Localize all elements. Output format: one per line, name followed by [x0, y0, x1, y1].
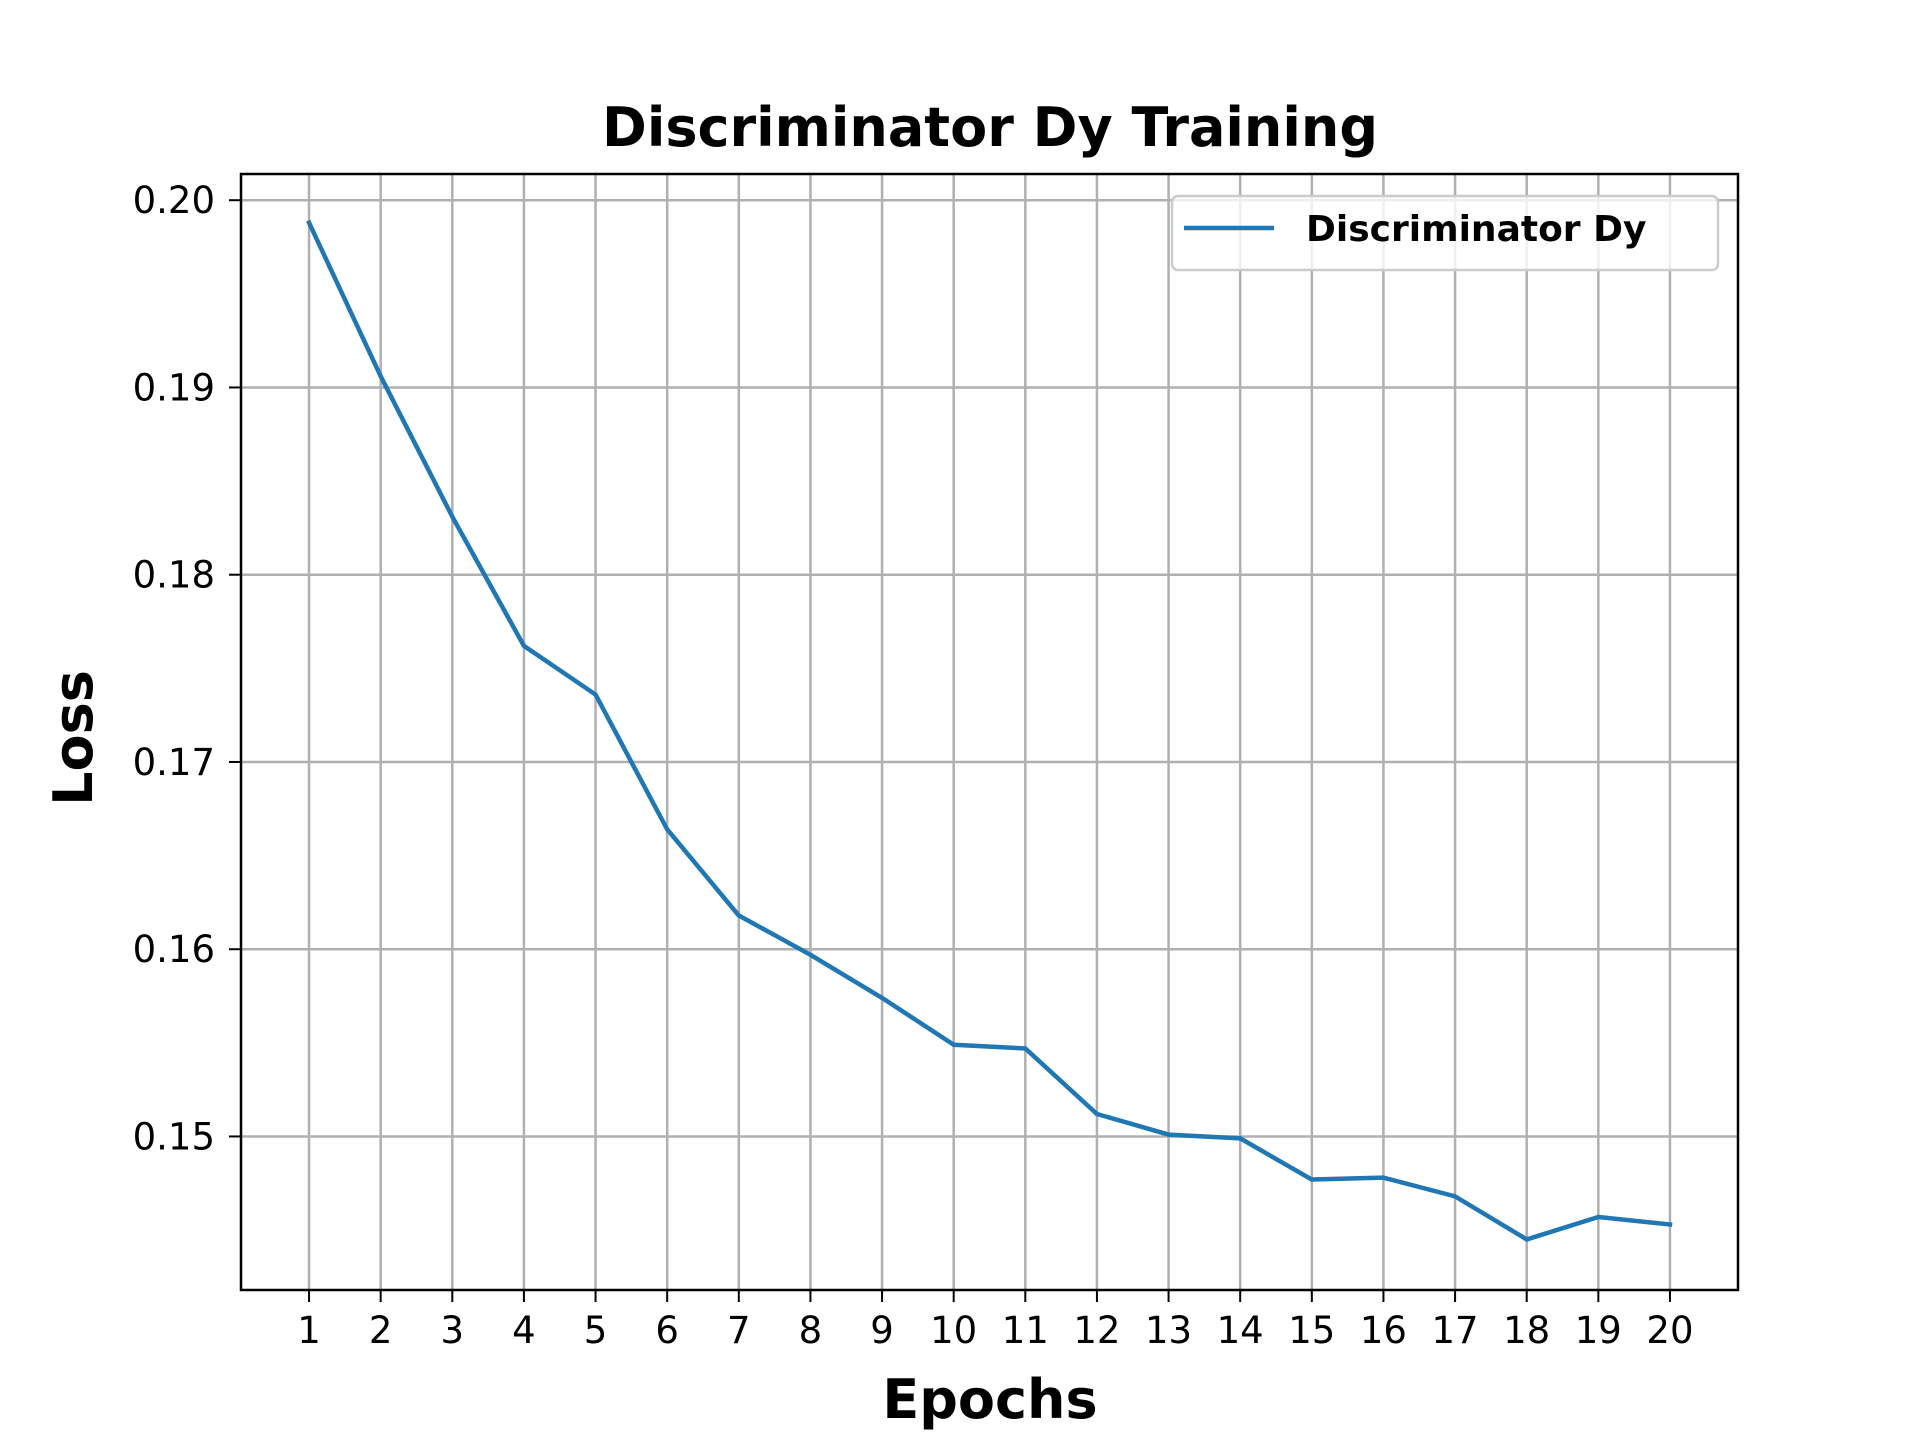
data-point — [664, 827, 670, 832]
x-tick-label: 7 — [727, 1309, 751, 1352]
x-tick-label: 4 — [512, 1309, 536, 1352]
series-layer — [306, 219, 1673, 1242]
y-axis-label: Loss — [42, 670, 105, 806]
data-point — [1667, 1222, 1673, 1227]
series-line — [306, 219, 1673, 1242]
data-point — [879, 995, 885, 1001]
x-tick-label: 2 — [369, 1309, 393, 1352]
x-tick-label: 15 — [1288, 1309, 1335, 1352]
data-point — [951, 1042, 956, 1047]
x-tick-label: 10 — [930, 1309, 977, 1352]
data-point — [1309, 1177, 1315, 1182]
data-point — [306, 220, 312, 225]
y-tick-label: 0.16 — [133, 928, 215, 971]
y-tick-label: 0.19 — [133, 366, 215, 409]
x-tick-label: 6 — [655, 1309, 679, 1352]
x-tick-label: 11 — [1002, 1309, 1049, 1352]
x-tick-label: 17 — [1432, 1309, 1479, 1352]
x-tick-label: 20 — [1646, 1309, 1693, 1352]
data-point — [1023, 1046, 1028, 1051]
data-point — [521, 643, 527, 649]
y-tick-label: 0.17 — [133, 741, 215, 784]
data-point — [1524, 1237, 1529, 1242]
data-point — [808, 952, 813, 958]
data-point — [593, 692, 598, 697]
x-tick-label: 13 — [1145, 1309, 1192, 1352]
data-point — [1094, 1111, 1100, 1117]
x-tick-label: 5 — [584, 1309, 608, 1352]
x-tick-label: 9 — [870, 1309, 894, 1352]
x-tick-label: 18 — [1503, 1309, 1550, 1352]
data-point — [736, 913, 742, 918]
legend: Discriminator Dy — [1170, 194, 1720, 272]
x-tick-label: 16 — [1360, 1309, 1407, 1352]
legend-box — [1170, 194, 1720, 272]
data-point — [450, 514, 455, 519]
data-point — [1237, 1136, 1243, 1141]
plot-frame — [239, 172, 1740, 1292]
x-tick-label: 14 — [1217, 1309, 1264, 1352]
data-point — [1166, 1132, 1171, 1137]
y-tick-label: 0.18 — [133, 554, 215, 597]
y-tick-label: 0.20 — [133, 179, 215, 222]
data-point — [1452, 1194, 1458, 1199]
x-axis-label: Epochs — [882, 1368, 1097, 1431]
legend-label: Discriminator Dy — [1306, 209, 1646, 250]
x-tick-label: 3 — [441, 1309, 465, 1352]
data-point — [378, 374, 383, 379]
data-point — [1596, 1214, 1601, 1220]
chart-title: Discriminator Dy Training — [602, 96, 1378, 159]
ticks: 1 2 3 4 5 6 7 8 9 10 11 12 13 14 15 16 17 18 19 200.150.160… — [133, 179, 1694, 1352]
x-tick-label: 19 — [1575, 1309, 1622, 1352]
x-tick-label: 12 — [1073, 1309, 1120, 1352]
x-tick-label: 8 — [799, 1309, 823, 1352]
x-tick-label: 1 — [297, 1309, 321, 1352]
y-tick-label: 0.15 — [133, 1115, 215, 1158]
data-point — [1381, 1175, 1386, 1180]
